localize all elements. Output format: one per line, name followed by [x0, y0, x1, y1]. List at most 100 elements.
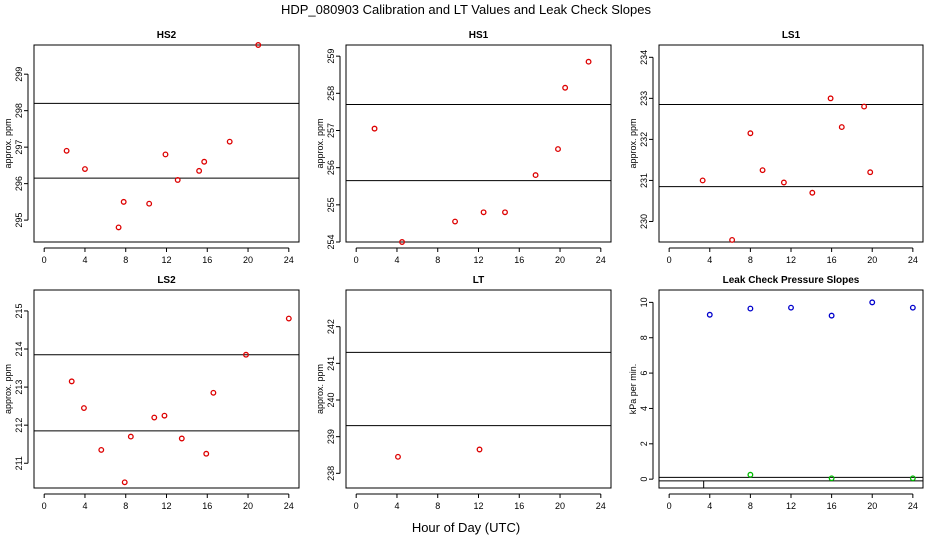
x-tick-label: 12: [786, 255, 796, 265]
y-axis-label: approx. ppm: [628, 118, 638, 168]
figure-title: HDP_080903 Calibration and LT Values and…: [281, 2, 652, 17]
y-tick-label: 230: [639, 214, 649, 229]
data-point: [585, 58, 592, 65]
data-point: [909, 304, 916, 311]
y-tick-label: 0: [639, 477, 649, 482]
data-point: [68, 378, 75, 385]
data-point: [120, 198, 127, 205]
data-point: [226, 138, 233, 145]
data-point: [562, 84, 569, 91]
data-point: [480, 209, 487, 216]
data-point: [121, 479, 128, 486]
data-point: [201, 158, 208, 165]
panel-5: Leak Check Pressure Slopes kPa per min. 0 4…: [628, 275, 924, 511]
y-tick-label: 214: [14, 342, 24, 357]
x-tick-label: 12: [473, 501, 483, 511]
data-point: [243, 351, 249, 358]
x-tick-label: 24: [284, 255, 294, 265]
data-point: [809, 189, 816, 196]
y-tick-label: 234: [639, 50, 649, 65]
data-point: [161, 412, 168, 419]
y-axis-label: approx. ppm: [315, 364, 325, 414]
y-tick-label: 258: [326, 86, 336, 101]
y-tick-label: 296: [14, 176, 24, 191]
x-tick-label: 16: [514, 501, 524, 511]
x-tick-label: 12: [161, 501, 171, 511]
x-tick-label: 8: [435, 501, 440, 511]
x-tick-label: 12: [786, 501, 796, 511]
y-axis-label: approx. ppm: [3, 118, 13, 168]
y-tick-label: 10: [639, 297, 649, 307]
data-point: [63, 147, 70, 154]
panel-title: HS2: [157, 30, 177, 41]
data-point: [255, 42, 262, 48]
data-point: [747, 305, 754, 312]
y-tick-label: 257: [326, 123, 336, 138]
y-tick-label: 211: [14, 456, 24, 470]
x-tick-label: 0: [667, 255, 672, 265]
y-tick-label: 241: [326, 356, 336, 371]
y-tick-label: 4: [639, 406, 649, 411]
data-point: [178, 435, 185, 442]
panel-title: LS2: [157, 275, 176, 286]
y-tick-label: 259: [326, 49, 336, 64]
y-tick-label: 256: [326, 160, 336, 175]
x-tick-label: 20: [867, 255, 877, 265]
plot-frame: [33, 44, 300, 243]
panel-title: LS1: [782, 30, 801, 41]
y-tick-label: 254: [326, 234, 336, 249]
panel-4: LT approx. ppm 0 4 8 12 16 20 24 238 239 240 241 242: [315, 275, 612, 511]
x-tick-label: 4: [707, 255, 712, 265]
x-tick-label: 8: [123, 255, 128, 265]
y-tick-label: 215: [14, 303, 24, 318]
x-tick-label: 20: [243, 501, 253, 511]
panel-0: HS2 approx. ppm 0 4 8 12 16 20 24 295 296 297 298 299: [3, 30, 300, 265]
x-tick-label: 4: [82, 255, 87, 265]
x-tick-label: 8: [748, 255, 753, 265]
plot-frame: [658, 44, 924, 243]
data-point: [788, 304, 794, 311]
panel-3: LS2 approx. ppm 0 4 8 12 16 20 24 211 212 213 214 215: [3, 275, 300, 511]
x-tick-label: 20: [555, 501, 565, 511]
y-tick-label: 299: [14, 67, 24, 82]
data-point: [399, 239, 406, 245]
data-point: [210, 389, 217, 396]
x-tick-label: 12: [161, 255, 171, 265]
x-tick-label: 20: [243, 255, 253, 265]
y-tick-label: 213: [14, 380, 24, 395]
x-tick-label: 16: [202, 501, 212, 511]
y-tick-label: 231: [639, 173, 649, 188]
data-point: [476, 446, 483, 453]
data-point: [838, 124, 845, 131]
data-point: [532, 172, 539, 179]
y-tick-label: 295: [14, 213, 24, 228]
data-point: [115, 224, 122, 231]
data-point: [861, 103, 868, 110]
y-tick-label: 297: [14, 140, 24, 155]
y-tick-label: 2: [639, 441, 649, 446]
x-tick-label: 20: [867, 501, 877, 511]
y-tick-label: 233: [639, 91, 649, 106]
y-tick-label: 6: [639, 371, 649, 376]
x-tick-label: 16: [514, 255, 524, 265]
data-point: [203, 450, 210, 457]
data-point: [452, 218, 459, 225]
x-tick-label: 16: [827, 255, 837, 265]
data-point: [146, 200, 153, 207]
x-tick-label: 4: [82, 501, 87, 511]
data-point: [151, 414, 158, 421]
x-tick-label: 8: [123, 501, 128, 511]
x-tick-label: 8: [748, 501, 753, 511]
data-point: [729, 236, 736, 243]
y-tick-label: 240: [326, 392, 336, 407]
y-tick-label: 212: [14, 418, 24, 433]
data-point: [371, 125, 378, 132]
data-point: [867, 169, 874, 176]
data-point: [80, 405, 87, 411]
x-tick-label: 0: [667, 501, 672, 511]
y-tick-label: 8: [639, 335, 649, 340]
data-point: [555, 146, 561, 153]
y-tick-label: 232: [639, 132, 649, 147]
y-tick-label: 255: [326, 197, 336, 212]
